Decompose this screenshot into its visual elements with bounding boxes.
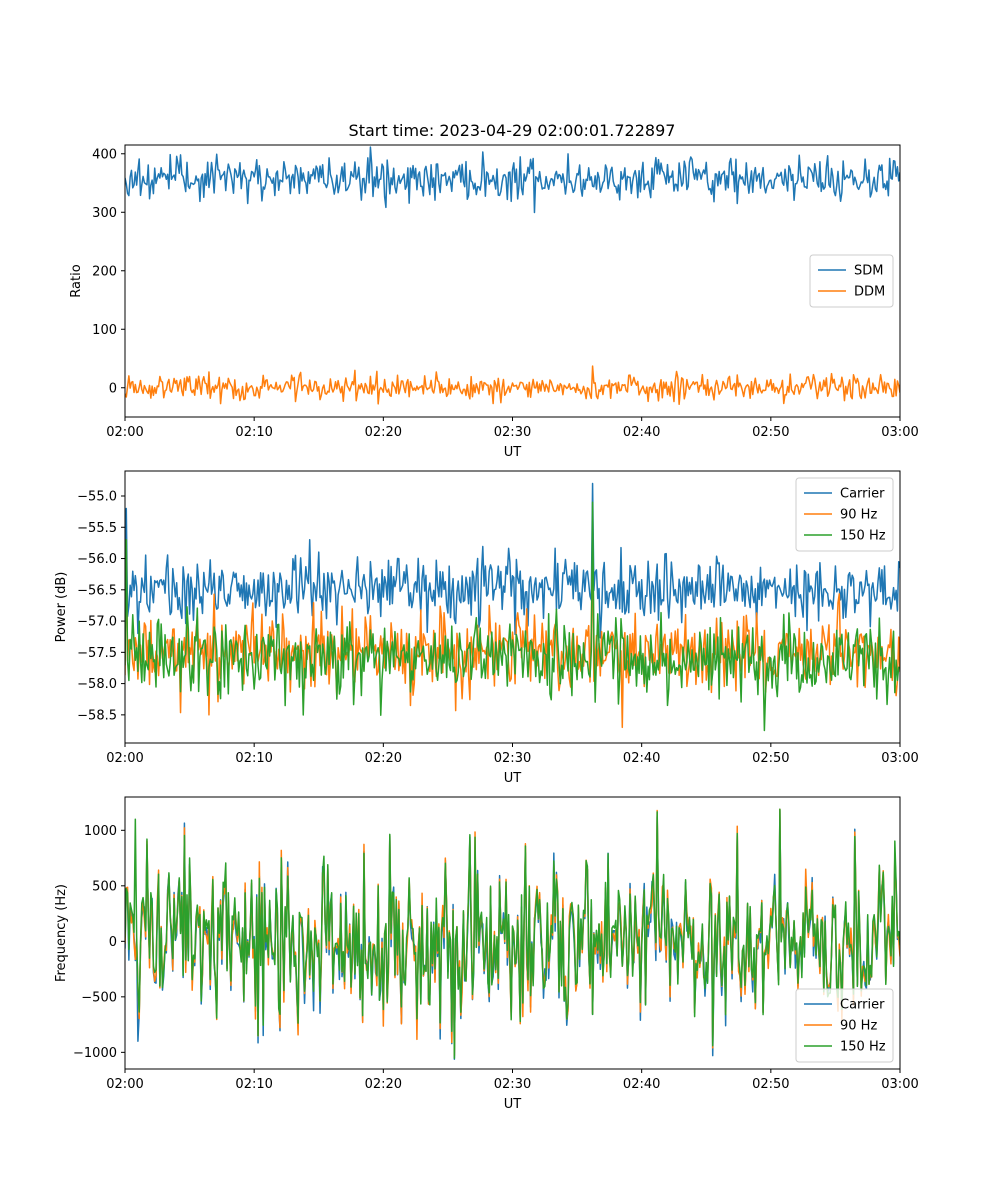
- ratio-x-tick-label: 02:50: [752, 425, 789, 440]
- power-y-tick-label: −56.0: [77, 552, 117, 567]
- power-y-tick-label: −57.5: [77, 646, 117, 661]
- figure-title: Start time: 2023-04-29 02:00:01.722897: [349, 121, 676, 140]
- frequency-x-tick-label: 02:30: [494, 1077, 531, 1092]
- ratio-x-tick-label: 02:20: [365, 425, 402, 440]
- ratio-y-tick-label: 0: [109, 381, 117, 396]
- frequency-x-tick-label: 03:00: [881, 1077, 918, 1092]
- frequency-x-tick-label: 02:10: [235, 1077, 272, 1092]
- ratio-x-tick-label: 02:40: [623, 425, 660, 440]
- ratio-y-tick-label: 200: [92, 264, 117, 279]
- power-y-tick-label: −57.0: [77, 615, 117, 630]
- power-legend-label: Carrier: [840, 487, 885, 502]
- frequency-x-tick-label: 02:50: [752, 1077, 789, 1092]
- frequency-legend-label: Carrier: [840, 998, 885, 1013]
- ratio-y-tick-label: 400: [92, 147, 117, 162]
- ratio-legend-label: DDM: [854, 285, 885, 300]
- frequency-y-tick-label: 0: [109, 935, 117, 950]
- ratio-x-tick-label: 03:00: [881, 425, 918, 440]
- frequency-y-tick-label: −500: [81, 990, 117, 1005]
- ratio-legend-label: SDM: [854, 264, 883, 279]
- power-series-group: [125, 482, 900, 732]
- ratio-y-axis-label: Ratio: [69, 264, 84, 297]
- power-y-tick-label: −55.0: [77, 490, 117, 505]
- power-x-tick-label: 02:00: [106, 751, 143, 766]
- power-x-tick-label: 02:40: [623, 751, 660, 766]
- frequency-legend-label: 90 Hz: [840, 1019, 877, 1034]
- frequency-legend: Carrier 90 Hz 150 Hz: [795, 988, 894, 1063]
- power-x-tick-label: 03:00: [881, 751, 918, 766]
- power-y-tick-label: −55.5: [77, 521, 117, 536]
- power-y-tick-label: −56.5: [77, 583, 117, 598]
- power-series-carrier: [125, 482, 900, 639]
- power-x-tick-label: 02:30: [494, 751, 531, 766]
- power-x-tick-label: 02:20: [365, 751, 402, 766]
- ratio-series-ddm: [125, 365, 900, 406]
- ratio-x-tick-label: 02:10: [235, 425, 272, 440]
- power-panel: 02:00 02:10 02:20 02:30 02:40 02:50 03:00 −58.5…: [54, 470, 919, 786]
- frequency-legend-label: 150 Hz: [840, 1040, 886, 1055]
- frequency-y-tick-label: −1000: [73, 1046, 117, 1061]
- power-x-tick-label: 02:50: [752, 751, 789, 766]
- ratio-x-axis-label: UT: [504, 445, 522, 460]
- power-series-150-hz: [125, 501, 900, 732]
- frequency-y-axis-label: Frequency (Hz): [54, 884, 69, 982]
- ratio-x-tick-label: 02:30: [494, 425, 531, 440]
- power-y-tick-label: −58.5: [77, 708, 117, 723]
- frequency-panel: 02:00 02:10 02:20 02:30 02:40 02:50 03:00 −1000…: [54, 796, 919, 1112]
- frequency-legend-box: [795, 988, 894, 1063]
- power-y-axis-label: Power (dB): [54, 572, 69, 643]
- ratio-legend: SDM DDM: [809, 254, 894, 308]
- power-y-tick-label: −58.0: [77, 677, 117, 692]
- ratio-series-group: [125, 146, 900, 406]
- ratio-y-tick-label: 300: [92, 206, 117, 221]
- frequency-x-tick-label: 02:00: [106, 1077, 143, 1092]
- frequency-series-150-hz: [125, 808, 900, 1059]
- ratio-x-tick-label: 02:00: [106, 425, 143, 440]
- power-x-tick-label: 02:10: [235, 751, 272, 766]
- ratio-legend-box: [809, 254, 894, 308]
- power-legend-box: [795, 477, 894, 552]
- frequency-y-tick-label: 500: [92, 879, 117, 894]
- power-legend-label: 150 Hz: [840, 529, 886, 544]
- ratio-panel: 02:00 02:10 02:20 02:30 02:40 02:50 03:00 0 100 2…: [69, 144, 919, 460]
- frequency-x-tick-label: 02:40: [623, 1077, 660, 1092]
- ratio-series-sdm: [125, 146, 900, 214]
- frequency-y-tick-label: 1000: [84, 824, 117, 839]
- frequency-series-group: [125, 808, 900, 1060]
- power-legend-label: 90 Hz: [840, 508, 877, 523]
- frequency-x-axis-label: UT: [504, 1097, 522, 1112]
- power-legend: Carrier 90 Hz 150 Hz: [795, 477, 894, 552]
- ratio-y-tick-label: 100: [92, 323, 117, 338]
- power-x-axis-label: UT: [504, 771, 522, 786]
- frequency-x-tick-label: 02:20: [365, 1077, 402, 1092]
